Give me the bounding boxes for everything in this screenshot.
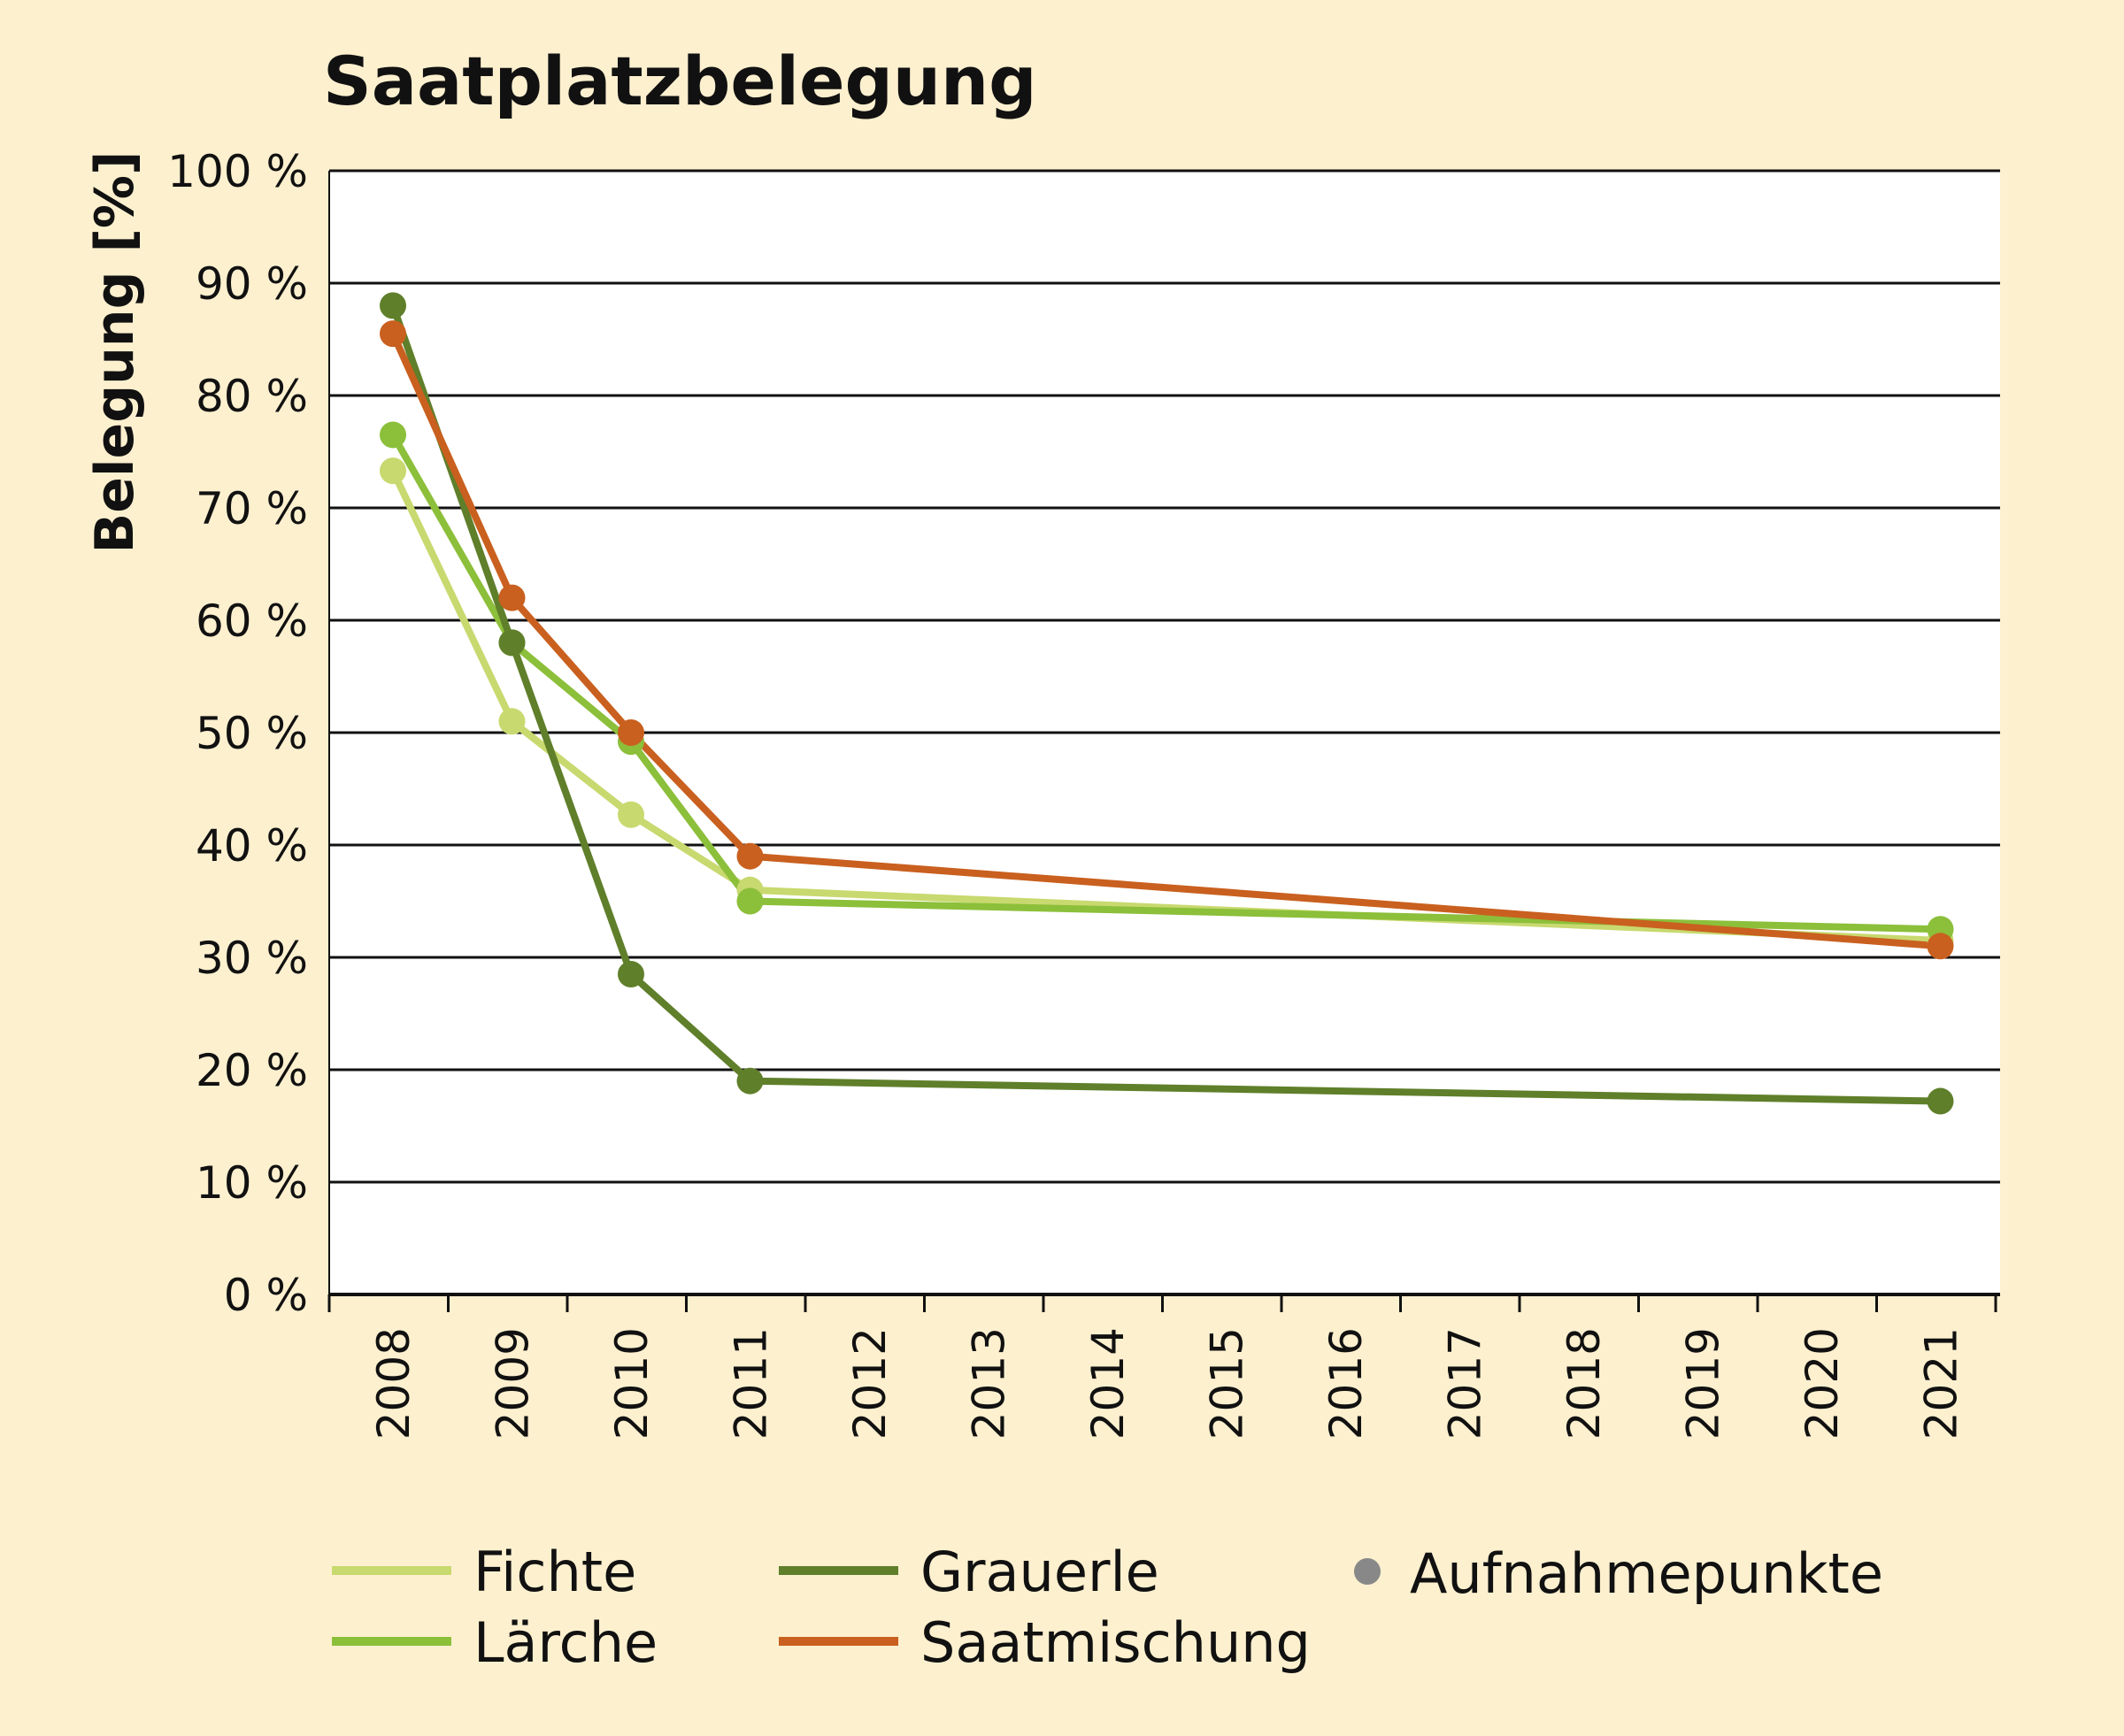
data-point — [380, 292, 406, 319]
y-tick-label: 10 % — [196, 1157, 308, 1209]
y-tick-label: 70 % — [196, 483, 308, 534]
x-tick-label: 2013 — [964, 1327, 1015, 1440]
x-tick-label: 2011 — [726, 1327, 777, 1440]
y-axis-label: Belegung [%] — [84, 151, 146, 554]
y-tick-label: 0 % — [224, 1270, 308, 1321]
data-point — [1927, 933, 1954, 960]
legend-label: Aufnahmepunkte — [1410, 1541, 1883, 1606]
legend: Fichte Grauerle Lärche Saatmischung Aufnahme… — [332, 1540, 1883, 1675]
x-tick-label: 2019 — [1678, 1327, 1729, 1440]
y-axis: 0 % 10 % 20 % 30 % 40 % 50 % 60 % 70 % 80 % 90 % 1… — [167, 146, 308, 1321]
legend-label: Grauerle — [920, 1540, 1159, 1604]
data-point — [380, 457, 406, 485]
x-tick-label: 2012 — [844, 1327, 896, 1440]
x-tick-label: 2017 — [1440, 1327, 1491, 1440]
x-tick-label: 2009 — [488, 1327, 539, 1440]
legend-label: Fichte — [473, 1540, 636, 1604]
data-point — [498, 629, 526, 657]
y-tick-label: 90 % — [196, 258, 308, 310]
data-point — [1927, 1087, 1954, 1115]
data-point — [618, 719, 644, 746]
data-point — [498, 708, 526, 735]
x-tick-label: 2016 — [1320, 1327, 1372, 1440]
x-tick-label: 2015 — [1202, 1327, 1253, 1440]
x-tick-label: 2008 — [368, 1327, 419, 1440]
x-tick-label: 2014 — [1082, 1327, 1134, 1440]
data-point — [618, 961, 644, 988]
y-tick-label: 50 % — [196, 708, 308, 759]
series-points — [380, 292, 1954, 1115]
y-tick-label: 80 % — [196, 371, 308, 422]
y-tick-label: 30 % — [196, 933, 308, 984]
x-tick-label: 2010 — [606, 1327, 658, 1440]
data-point — [380, 421, 406, 449]
y-tick-label: 40 % — [196, 820, 308, 872]
data-point — [736, 842, 764, 870]
legend-point-marker — [1354, 1558, 1381, 1585]
x-tick-label: 2018 — [1558, 1327, 1610, 1440]
chart-title: Saatplatzbelegung — [323, 42, 1037, 120]
data-point — [498, 584, 526, 611]
data-point — [736, 887, 764, 915]
y-tick-label: 100 % — [167, 146, 308, 197]
legend-label: Lärche — [473, 1610, 658, 1675]
data-point — [380, 320, 406, 348]
legend-label: Saatmischung — [920, 1610, 1311, 1675]
x-tick-label: 2020 — [1797, 1327, 1848, 1440]
x-axis: 2008 2009 2010 2011 2012 2013 2014 2015 2016 2017… — [327, 171, 2000, 1440]
x-tick-label: 2021 — [1916, 1327, 1967, 1440]
data-point — [736, 1067, 764, 1095]
gridlines — [329, 169, 2000, 1184]
y-tick-label: 60 % — [196, 595, 308, 647]
data-point — [618, 801, 644, 828]
y-tick-label: 20 % — [196, 1045, 308, 1096]
